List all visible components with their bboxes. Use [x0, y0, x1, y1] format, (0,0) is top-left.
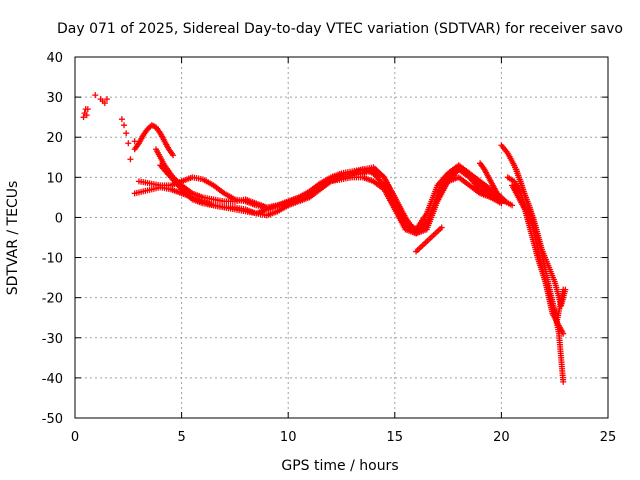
data-point [125, 140, 132, 147]
data-point [509, 202, 516, 209]
series [131, 122, 177, 159]
axis-ticks: 0 5 10 15 20 25 40 30 20 10 0 -10 -20 -30 -40 -50 [42, 51, 617, 445]
y-tick-label: -10 [42, 252, 63, 267]
data-point [131, 138, 138, 145]
y-tick-label: -50 [42, 412, 63, 427]
data-point [84, 106, 91, 113]
series [413, 224, 445, 255]
y-tick-label: 40 [46, 51, 63, 66]
x-tick-label: 20 [493, 430, 510, 445]
data-point [170, 152, 177, 159]
y-axis-label: SDTVAR / TECUs [5, 181, 21, 296]
data-point [118, 116, 125, 123]
series [513, 166, 569, 309]
x-tick-label: 5 [177, 430, 185, 445]
y-tick-label: -30 [42, 332, 63, 347]
x-axis-label: GPS time / hours [281, 458, 398, 474]
series [157, 162, 505, 237]
series [477, 160, 509, 205]
plot-frame [74, 56, 609, 419]
data-point [562, 286, 569, 293]
data-point [560, 330, 567, 337]
y-tick-label: 10 [46, 171, 63, 186]
x-tick-label: 15 [387, 430, 404, 445]
y-tick-label: 30 [46, 91, 63, 106]
chart-title: Day 071 of 2025, Sidereal Day-to-day VTE… [57, 21, 623, 37]
data-point [80, 114, 87, 121]
x-tick-label: 10 [280, 430, 297, 445]
data-point [103, 96, 110, 103]
data-point [498, 200, 505, 207]
series [80, 92, 138, 163]
y-tick-label: -40 [42, 372, 63, 387]
data-point [502, 198, 509, 205]
data-point [560, 378, 567, 385]
data-point [127, 156, 134, 163]
data-point [438, 224, 445, 231]
data-point [92, 92, 99, 99]
data-point [83, 112, 90, 119]
data-points [80, 92, 569, 385]
x-tick-label: 0 [71, 430, 79, 445]
x-tick-label: 25 [600, 430, 617, 445]
y-tick-label: 0 [55, 211, 63, 226]
data-point [101, 100, 108, 107]
data-point [123, 130, 130, 137]
data-point [121, 122, 128, 129]
y-tick-label: -20 [42, 292, 63, 307]
y-tick-label: 20 [46, 131, 63, 146]
